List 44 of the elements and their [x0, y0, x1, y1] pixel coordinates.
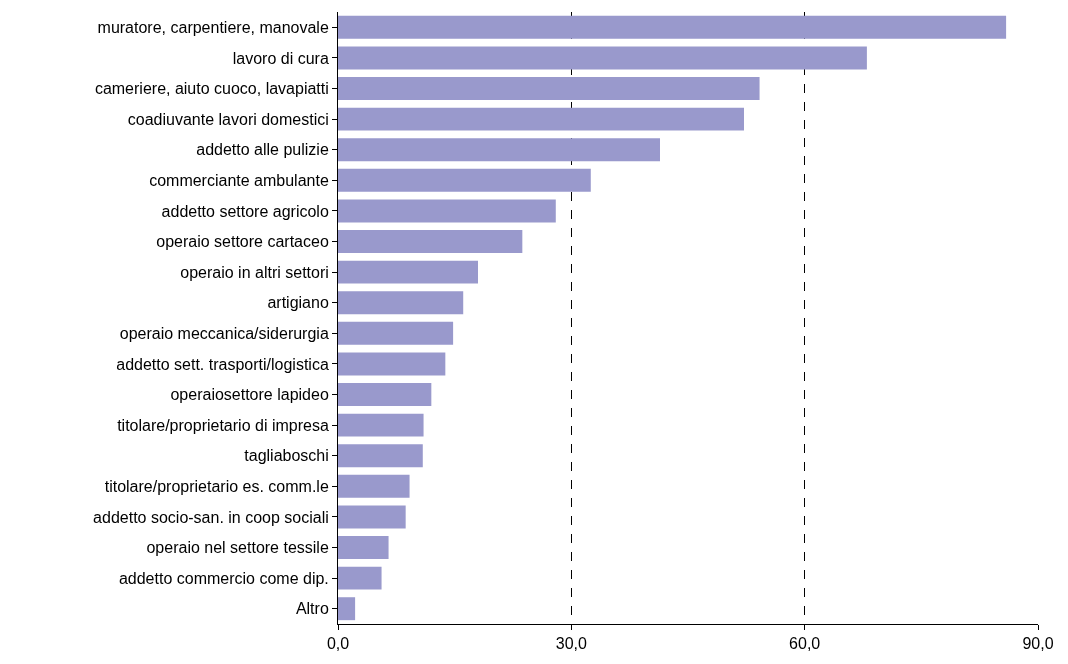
bar [338, 168, 591, 192]
y-tick-label: operaio in altri settori [180, 263, 329, 281]
y-tick-label: artigiano [267, 294, 329, 312]
bar [338, 321, 454, 345]
bar [338, 107, 744, 131]
x-tick-label: 0,0 [326, 635, 350, 653]
bar [338, 505, 406, 529]
bar [338, 77, 760, 100]
bar [338, 566, 382, 590]
x-tick-label: 60,0 [789, 635, 821, 653]
bar [338, 352, 446, 376]
y-tick-label: addetto socio-san. in coop sociali [93, 508, 329, 526]
y-tick-label: muratore, carpentiere, manovale [97, 18, 329, 36]
bar [338, 291, 464, 315]
bar [338, 199, 556, 223]
y-tick-label: operaio nel settore tessile [146, 539, 329, 557]
y-tick-label: tagliaboschi [244, 447, 329, 465]
bar [338, 444, 423, 468]
y-tick-label: commerciante ambulante [149, 171, 329, 189]
bar [338, 15, 1007, 39]
bar [338, 597, 356, 621]
y-tick-label: addetto commercio come dip. [118, 569, 329, 587]
y-tick-label: addetto settore agricolo [161, 202, 329, 220]
y-tick-label: addetto sett. trasporti/logistica [116, 355, 329, 373]
y-tick-label: lavoro di cura [232, 49, 329, 67]
bar [338, 46, 867, 70]
bar [338, 413, 424, 437]
y-tick-label: operaio settore cartaceo [156, 233, 329, 251]
y-tick-label: titolare/proprietario di impresa [117, 416, 329, 434]
y-tick-label: operaiosettore lapideo [170, 386, 329, 404]
bar [338, 474, 410, 498]
y-tick-label: Altro [295, 600, 329, 618]
y-tick-label: cameriere, aiuto cuoco, lavapiatti [94, 80, 329, 98]
bar [338, 536, 389, 559]
y-tick-label: operaio meccanica/siderurgia [119, 324, 329, 342]
y-tick-label: coadiuvante lavori domestici [127, 110, 329, 128]
bar [338, 230, 523, 253]
y-tick-label: addetto alle pulizie [196, 141, 329, 159]
y-tick-label: titolare/proprietario es. comm.le [104, 477, 329, 495]
bar [338, 260, 478, 284]
x-tick-label: 90,0 [1022, 635, 1054, 653]
bar [338, 383, 432, 406]
bar [338, 138, 660, 162]
x-tick-label: 30,0 [555, 635, 587, 653]
